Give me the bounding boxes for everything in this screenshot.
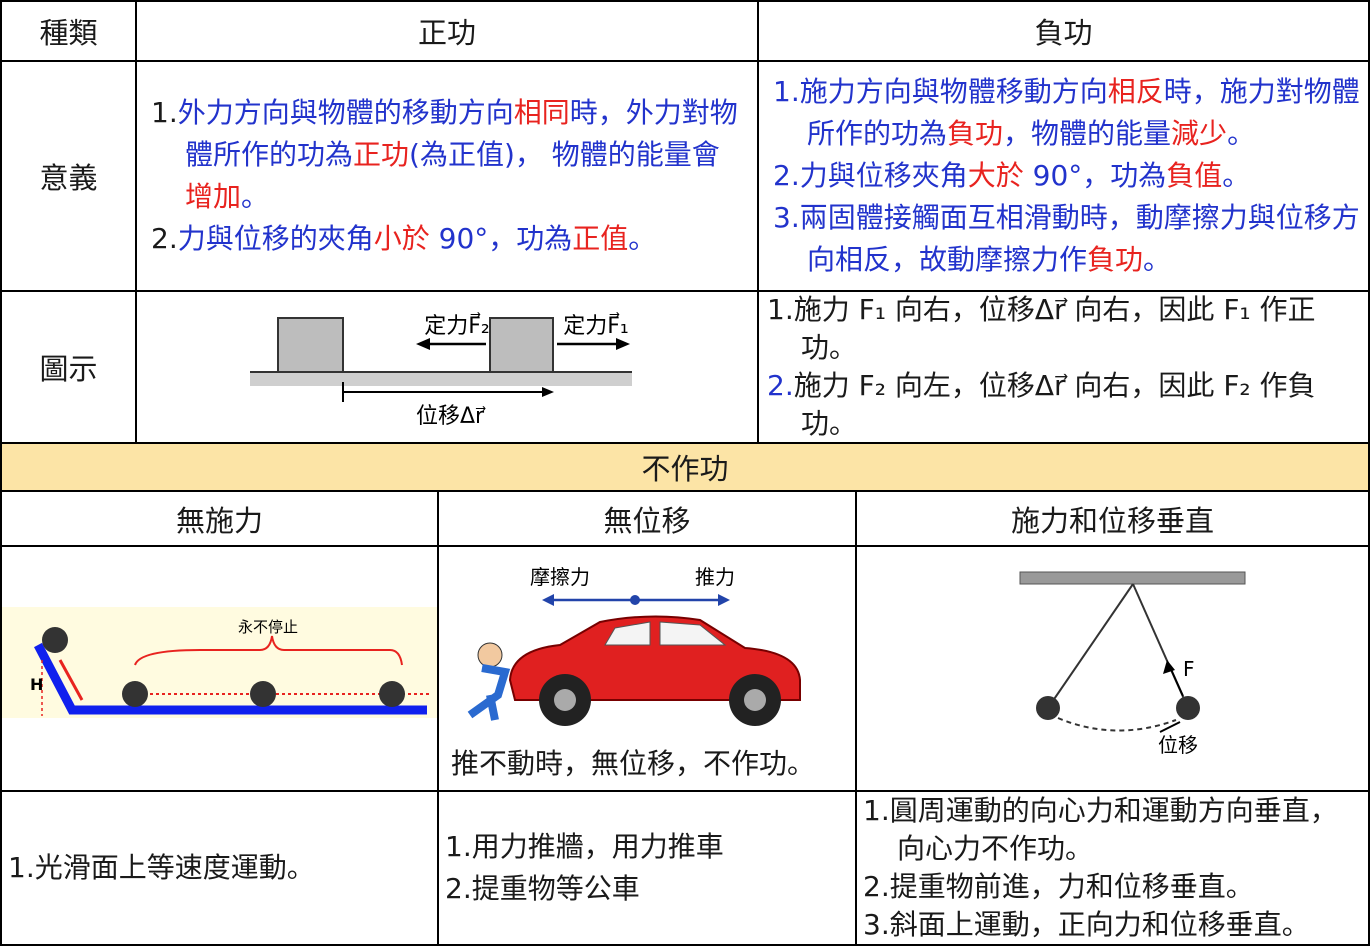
column-header: 無施力 bbox=[0, 490, 439, 547]
text-segment: 力與位移的夾角 bbox=[177, 222, 374, 255]
text-segment: 90°，功為 bbox=[1023, 159, 1167, 192]
image-cell: 推不動時，無位移，不作功。 bbox=[437, 545, 857, 792]
text-segment: 小於 bbox=[373, 222, 430, 255]
text-segment: 1.圓周運動的向心力和運動方向垂直，向心力不作功。 bbox=[863, 794, 1338, 865]
text-segment: 正值 bbox=[572, 222, 629, 255]
text-segment: 負功 bbox=[947, 117, 1004, 150]
image-label: F bbox=[1183, 657, 1195, 681]
list-item: 3.斜面上運動，正向力和位移垂直。 bbox=[863, 906, 1364, 944]
list-item: 2.施力 F₂ 向左，位移Δr⃗ 向右，因此 F₂ 作負功。 bbox=[767, 367, 1360, 443]
caption: 推不動時，無位移，不作功。 bbox=[451, 747, 816, 780]
diagram-label: 定力F⃗₂ bbox=[424, 312, 489, 339]
text-cell: 1.圓周運動的向心力和運動方向垂直，向心力不作功。 2.提重物前進，力和位移垂直。… bbox=[855, 790, 1370, 946]
text-segment: 。 bbox=[1143, 243, 1172, 276]
text-segment: 1.用力推牆，用力推車 bbox=[445, 830, 724, 863]
list-item: 2.提重物前進，力和位移垂直。 bbox=[863, 868, 1364, 906]
text-segment: 負功 bbox=[1087, 243, 1144, 276]
text-segment: 2.提重物前進，力和位移垂直。 bbox=[863, 870, 1254, 903]
text-segment: 90°，功為 bbox=[429, 222, 573, 255]
text-segment: 1.施力方向與物體移動方向 bbox=[773, 75, 1108, 108]
row-label: 意義 bbox=[0, 60, 137, 292]
text-segment: ，物體的能量 bbox=[1003, 117, 1172, 150]
text-segment: 負值 bbox=[1166, 159, 1223, 192]
text-segment: 2. bbox=[151, 222, 178, 255]
text-segment: 。 bbox=[628, 222, 657, 255]
image-label: 永不停止 bbox=[238, 618, 298, 636]
text-cell: 1.光滑面上等速度運動。 bbox=[0, 790, 439, 946]
list-item: 1.施力方向與物體移動方向相反時，施力對物體所作的功為負功，物體的能量減少。 bbox=[773, 71, 1360, 155]
work-diagram bbox=[250, 317, 632, 402]
text-segment: 。 bbox=[1222, 159, 1251, 192]
text-segment: 2.力與位移夾角 bbox=[773, 159, 968, 192]
row-label: 圖示 bbox=[0, 290, 137, 444]
list-item: 1.外力方向與物體的移動方向相同時，外力對物體所作的功為正功(為正值)， 物體的… bbox=[151, 92, 747, 218]
text-segment: 3.斜面上運動，正向力和位移垂直。 bbox=[863, 908, 1310, 941]
text-segment: 1. bbox=[151, 96, 178, 129]
diagram-label: 定力F⃗₁ bbox=[563, 312, 628, 339]
list-item: 1.光滑面上等速度運動。 bbox=[8, 847, 431, 889]
text-segment: (為正值)， 物體的能量會 bbox=[409, 138, 720, 171]
image-label: 推力 bbox=[695, 565, 735, 589]
text-segment: 1.光滑面上等速度運動。 bbox=[8, 851, 315, 884]
text-segment: 正功 bbox=[353, 138, 410, 171]
image-label: H bbox=[30, 675, 43, 694]
text-cell: 1.外力方向與物體的移動方向相同時，外力對物體所作的功為正功(為正值)， 物體的… bbox=[135, 60, 759, 292]
header-cell: 種類 bbox=[0, 0, 137, 62]
car-diagram bbox=[467, 594, 801, 726]
text-segment: 。 bbox=[241, 180, 270, 213]
list-item: 2.提重物等公車 bbox=[445, 868, 849, 910]
text-segment: 增加 bbox=[185, 180, 242, 213]
text-cell: 1.施力方向與物體移動方向相反時，施力對物體所作的功為負功，物體的能量減少。 2.… bbox=[757, 60, 1370, 292]
text-segment: 時，外力對物體所作的功為 bbox=[185, 96, 738, 171]
list-item: 2.力與位移夾角大於 90°，功為負值。 bbox=[773, 155, 1360, 197]
list-item: 3.兩固體接觸面互相滑動時，動摩擦力與位移方向相反，故動摩擦力作負功。 bbox=[773, 197, 1360, 281]
diagram-cell bbox=[135, 290, 759, 444]
text-cell: 1.施力 F₁ 向右，位移Δr⃗ 向右，因此 F₁ 作正功。 2.施力 F₂ 向左… bbox=[757, 290, 1370, 444]
text-segment: 2.提重物等公車 bbox=[445, 872, 640, 905]
column-header: 無位移 bbox=[437, 490, 857, 547]
image-label: 位移 bbox=[1158, 733, 1198, 757]
text-segment: 時，施力對物體所作的功為 bbox=[807, 75, 1360, 150]
list-item: 1.施力 F₁ 向右，位移Δr⃗ 向右，因此 F₁ 作正功。 bbox=[767, 291, 1360, 367]
column-header: 施力和位移垂直 bbox=[855, 490, 1370, 547]
list-item: 1.用力推牆，用力推車 bbox=[445, 826, 849, 868]
section-title: 不作功 bbox=[0, 442, 1370, 492]
text-segment: 1.施力 F₁ 向右，位移Δr⃗ 向右，因此 F₁ 作正功。 bbox=[767, 293, 1316, 364]
pendulum-diagram bbox=[1019, 571, 1246, 733]
image-cell bbox=[855, 545, 1370, 792]
list-item: 2.力與位移的夾角小於 90°，功為正值。 bbox=[151, 218, 747, 260]
text-segment: 大於 bbox=[967, 159, 1024, 192]
text-segment: 2. bbox=[767, 369, 794, 402]
text-segment: 。 bbox=[1227, 117, 1256, 150]
text-segment: 施力 F₂ 向左，位移Δr⃗ 向右，因此 F₂ 作負功。 bbox=[793, 369, 1316, 440]
text-segment: 外力方向與物體的移動方向 bbox=[177, 96, 514, 129]
image-label: 摩擦力 bbox=[530, 565, 590, 589]
text-segment: 減少 bbox=[1171, 117, 1228, 150]
text-cell: 1.用力推牆，用力推車 2.提重物等公車 bbox=[437, 790, 857, 946]
diagram-label: 位移Δr⃗ bbox=[416, 404, 486, 429]
header-cell: 正功 bbox=[135, 0, 759, 62]
list-item: 1.圓周運動的向心力和運動方向垂直，向心力不作功。 bbox=[863, 792, 1364, 868]
frictionless-diagram bbox=[0, 607, 437, 718]
text-segment: 3.兩固體接觸面互相滑動時，動摩擦力與位移方向相反，故動摩擦力作 bbox=[773, 201, 1360, 276]
image-cell bbox=[0, 545, 439, 792]
text-segment: 相同 bbox=[513, 96, 570, 129]
header-cell: 負功 bbox=[757, 0, 1370, 62]
text-segment: 相反 bbox=[1107, 75, 1164, 108]
